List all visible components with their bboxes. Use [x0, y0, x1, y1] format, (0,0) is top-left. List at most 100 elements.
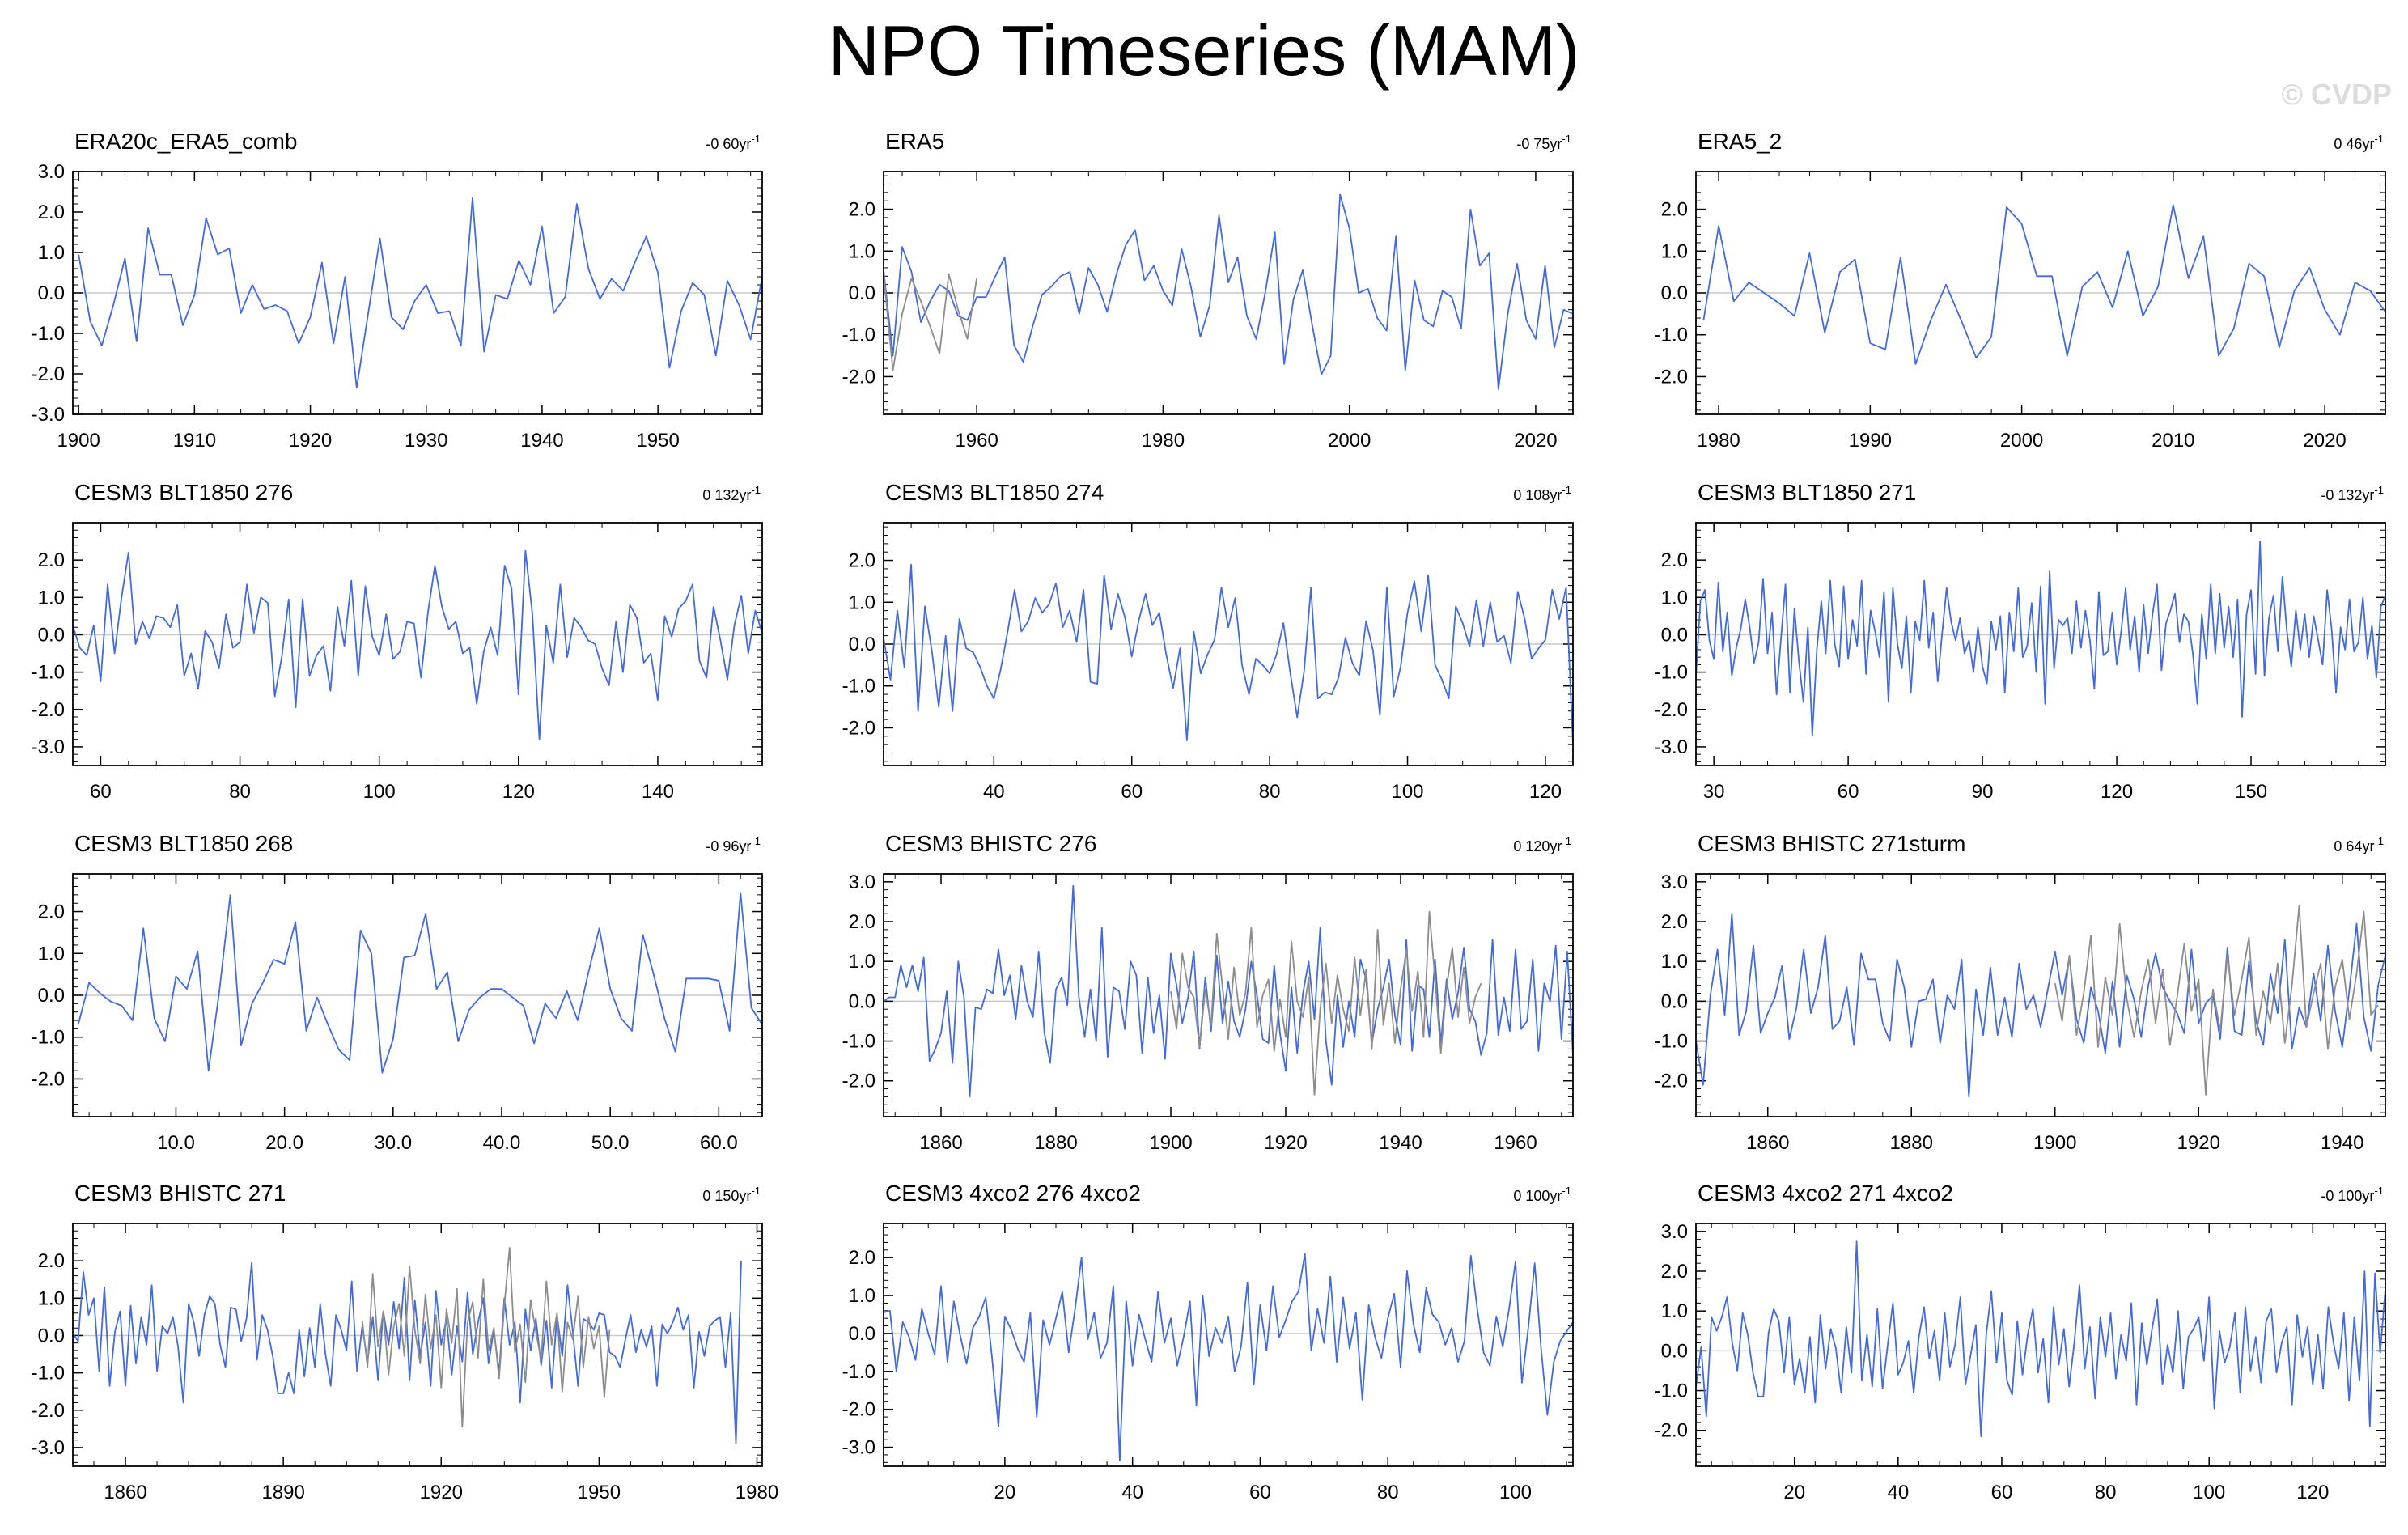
y-tick-label: -1.0 [1655, 324, 1688, 346]
y-tick-label: 1.0 [38, 943, 65, 965]
y-tick-label: -2.0 [842, 1399, 875, 1421]
y-tick-label: -2.0 [32, 1400, 65, 1422]
x-tick-label: 60 [1249, 1482, 1271, 1503]
y-tick-label: 2.0 [849, 1247, 875, 1269]
y-tick-label: 1.0 [849, 240, 875, 262]
x-tick-label: 40 [1121, 1482, 1143, 1503]
panel-title: CESM3 BHISTC 271sturm [1698, 831, 1965, 856]
x-tick-label: 1950 [578, 1482, 621, 1503]
x-tick-label: 1950 [636, 430, 679, 452]
x-tick-label: 1930 [405, 430, 447, 452]
trend-unit-superscript: -1 [751, 835, 761, 847]
x-tick-label: 1910 [173, 430, 216, 452]
y-tick-label: 2.0 [38, 549, 65, 571]
x-tick-label: 1860 [104, 1482, 146, 1503]
trend-unit-superscript: -1 [751, 133, 761, 145]
y-tick-label: 2.0 [1661, 199, 1688, 221]
x-tick-label: 120 [2101, 781, 2133, 803]
secondary-series-line [361, 1247, 611, 1428]
y-tick-label: 1.0 [849, 951, 875, 973]
y-tick-label: -3.0 [842, 1437, 875, 1459]
y-tick-label: 1.0 [38, 587, 65, 608]
y-tick-label: -1.0 [32, 323, 65, 345]
watermark: © CVDP [2281, 78, 2392, 111]
y-tick-label: -2.0 [32, 363, 65, 385]
plot-frame [1695, 522, 2386, 766]
x-tick-label: 1890 [261, 1482, 304, 1503]
series-line [884, 1253, 1573, 1461]
y-tick-label: -3.0 [1655, 736, 1688, 758]
panel-title: CESM3 BHISTC 276 [885, 831, 1096, 856]
y-tick-label: -1.0 [32, 1363, 65, 1384]
panel-title: CESM3 4xco2 271 4xco2 [1698, 1181, 1953, 1206]
plot-frame [1695, 873, 2386, 1117]
x-tick-label: 1920 [2177, 1132, 2220, 1154]
x-tick-label: 60.0 [700, 1132, 738, 1154]
x-tick-label: 10.0 [157, 1132, 195, 1154]
x-tick-label: 1940 [2321, 1132, 2363, 1154]
chart-panel: CESM3 4xco2 276 4xco2 0 100yr-1 -3.0 -2.0 -1… [842, 1181, 1574, 1503]
x-tick-label: 60 [90, 781, 112, 803]
trend-label: 0 150yr-1 [702, 1185, 761, 1204]
y-tick-label: 2.0 [849, 911, 875, 933]
y-tick-label: -2.0 [842, 717, 875, 739]
chart-panel: CESM3 BLT1850 276 0 132yr-1 -3.0 -2.0 -1.0 0.… [32, 480, 763, 803]
y-tick-label: -1.0 [1655, 1380, 1688, 1402]
plot-frame [72, 171, 763, 415]
x-tick-label: 1900 [57, 430, 100, 452]
y-tick-label: 0.0 [38, 985, 65, 1007]
x-tick-label: 80 [2095, 1482, 2117, 1503]
x-tick-label: 1920 [1264, 1132, 1307, 1154]
trend-unit-superscript: -1 [751, 484, 761, 496]
y-tick-label: 3.0 [1661, 1221, 1688, 1243]
x-tick-label: 80 [1259, 781, 1281, 803]
plot-frame [883, 873, 1574, 1117]
panel-title: ERA5 [885, 129, 944, 154]
y-tick-label: 0.0 [1661, 1340, 1688, 1362]
x-tick-label: 2000 [2000, 430, 2043, 452]
y-tick-label: 0.0 [38, 282, 65, 304]
chart-panel: CESM3 BHISTC 271 0 150yr-1 -3.0 -2.0 -1.0 0.0… [32, 1181, 779, 1503]
y-tick-label: 0.0 [1661, 282, 1688, 304]
x-tick-label: 2020 [2303, 430, 2346, 452]
trend-label: 0 46yr-1 [2334, 133, 2384, 152]
chart-panel: ERA5_2 0 46yr-1 -2.0 -1.0 0.0 1.0 2.0 1980 1990 2… [1655, 129, 2386, 452]
x-tick-label: 100 [363, 781, 396, 803]
x-tick-label: 1920 [420, 1482, 463, 1503]
y-tick-label: -1.0 [842, 1031, 875, 1053]
y-tick-label: 2.0 [849, 199, 875, 221]
chart-panel: CESM3 BHISTC 271sturm 0 64yr-1 -2.0 -1.0 0.0… [1655, 831, 2386, 1154]
y-tick-label: -1.0 [32, 1027, 65, 1049]
plot-frame [72, 873, 763, 1117]
y-tick-label: -3.0 [32, 404, 65, 426]
y-tick-label: 0.0 [849, 634, 875, 655]
panel-title: ERA20c_ERA5_comb [74, 129, 297, 154]
trend-label: 0 108yr-1 [1513, 484, 1571, 503]
y-tick-label: -1.0 [842, 1361, 875, 1383]
y-tick-label: 0.0 [849, 282, 875, 304]
x-tick-label: 50.0 [591, 1132, 630, 1154]
trend-label: -0 132yr-1 [2321, 484, 2384, 503]
x-tick-label: 1880 [1890, 1132, 1933, 1154]
panel-title: CESM3 BLT1850 276 [74, 480, 293, 505]
series-line [73, 549, 762, 740]
y-tick-label: 1.0 [1661, 951, 1688, 973]
x-tick-label: 40 [983, 781, 1005, 803]
x-tick-label: 1940 [1379, 1132, 1422, 1154]
chart-panel: ERA5 -0 75yr-1 -2.0 -1.0 0.0 1.0 2.0 1960 1980 20… [842, 129, 1574, 452]
trend-unit-superscript: -1 [751, 1185, 761, 1197]
series-line [1696, 1240, 2385, 1437]
secondary-series-line [884, 273, 977, 371]
x-tick-label: 2020 [1514, 430, 1557, 452]
trend-unit-superscript: -1 [1562, 484, 1571, 496]
y-tick-label: 3.0 [1661, 871, 1688, 893]
y-tick-label: 1.0 [849, 592, 875, 613]
trend-label: 0 120yr-1 [1513, 835, 1571, 854]
x-tick-label: 1880 [1034, 1132, 1077, 1154]
y-tick-label: 1.0 [1661, 587, 1688, 608]
y-tick-label: -1.0 [32, 662, 65, 684]
y-tick-label: -2.0 [1655, 366, 1688, 388]
x-tick-label: 1980 [1697, 430, 1740, 452]
panel-title: ERA5_2 [1698, 129, 1782, 154]
